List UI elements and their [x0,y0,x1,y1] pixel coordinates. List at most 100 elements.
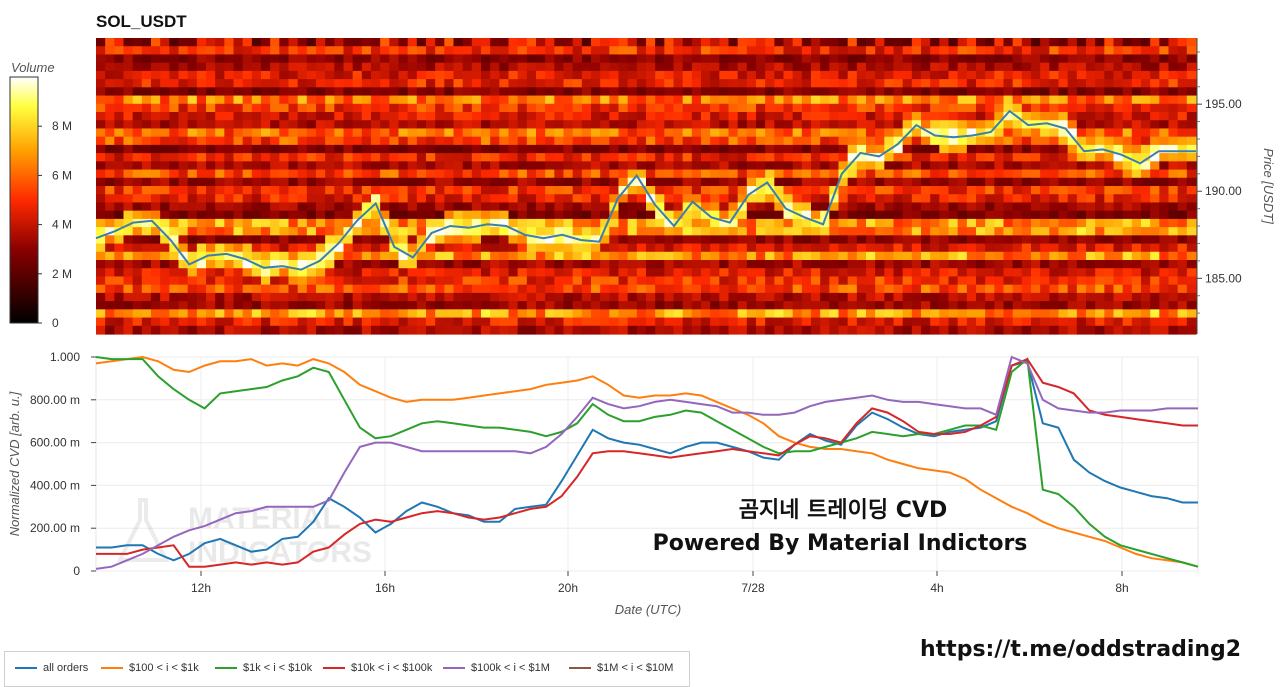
heatmap-cell [893,38,904,47]
heatmap-cell [1141,161,1151,171]
heatmap-cell [160,38,170,47]
heatmap-cell [471,309,482,319]
heatmap-cell [297,54,308,64]
heatmap-cell [545,79,555,88]
heatmap-cell [884,169,895,179]
heatmap-cell [1058,235,1069,245]
heatmap-cell [114,210,125,220]
heatmap-cell [251,325,262,335]
heatmap-cell [105,186,115,195]
heatmap-cell [746,276,757,286]
heatmap-cell [132,218,143,228]
heatmap-cell [123,276,134,286]
heatmap-cell [609,87,620,97]
heatmap-cell [499,202,510,212]
heatmap-cell [636,70,647,80]
legend-item[interactable]: $1k < i < $10k [215,662,312,674]
heatmap-cell [1150,243,1160,253]
heatmap-cell [939,251,950,261]
heatmap-cell [893,235,904,245]
heatmap-cell [490,292,500,302]
heatmap-cell [270,276,280,286]
heatmap-cell [866,177,876,187]
legend-item[interactable]: $100 < i < $1k [101,662,199,674]
heatmap-cell [911,161,922,171]
heatmap-cell [132,112,143,121]
heatmap-cell [838,38,849,47]
heatmap-cell [196,292,207,302]
heatmap-cell [499,120,510,130]
heatmap-cell [105,317,115,327]
heatmap-cell [343,325,354,335]
heatmap-cell [921,169,931,179]
price-tick-label: 195.00 [1205,97,1242,111]
heatmap-cell [444,38,455,47]
heatmap-cell [765,227,775,236]
heatmap-cell [499,251,510,261]
legend-item[interactable]: $100k < i < $1M [443,662,550,674]
heatmap-cell [105,210,115,220]
heatmap-cell [820,276,830,286]
heatmap-cell [902,54,913,64]
heatmap-cell [151,169,161,179]
heatmap-cell [966,79,977,88]
heatmap-cell [572,194,583,204]
heatmap-cell [572,136,583,146]
heatmap-cell [526,70,537,80]
heatmap-cell [756,301,766,310]
heatmap-cell [288,202,299,212]
legend-item[interactable]: all orders [15,662,88,674]
heatmap-cell [701,194,711,204]
heatmap-cell [691,227,702,236]
legend-label: $1k < i < $10k [243,662,313,674]
heatmap-cell [453,194,464,204]
heatmap-cell [884,177,895,187]
heatmap-cell [866,260,876,269]
heatmap-cell [123,268,134,278]
heatmap-cell [462,87,473,97]
heatmap-cell [1067,268,1078,278]
heatmap-cell [105,161,115,171]
heatmap-cell [471,235,482,245]
heatmap-cell [1031,103,1041,113]
heatmap-cell [994,268,1005,278]
heatmap-cell [435,153,445,162]
legend-item[interactable]: $10k < i < $100k [323,662,432,674]
heatmap-cell [371,153,381,162]
heatmap-cell [389,194,400,204]
heatmap-cell [1086,268,1096,278]
heatmap-cell [123,251,134,261]
heatmap-cell [765,202,775,212]
heatmap-cell [206,243,216,253]
heatmap-cell [1012,243,1023,253]
heatmap-cell [1122,202,1133,212]
heatmap-cell [96,112,106,121]
heatmap-cell [572,62,583,72]
heatmap-cell [105,169,115,179]
heatmap-cell [160,309,170,319]
heatmap-cell [1159,317,1170,327]
heatmap-cell [178,301,189,310]
heatmap-cell [536,70,546,80]
heatmap-cell [499,325,510,335]
heatmap-cell [233,87,244,97]
heatmap-cell [1104,202,1115,212]
telegram-link[interactable]: https://t.me/oddstrading2 [920,637,1242,662]
heatmap-cell [371,62,381,72]
heatmap-cell [270,260,280,269]
heatmap-cell [609,309,620,319]
heatmap-cell [792,202,803,212]
heatmap-cell [1186,317,1197,327]
legend-item[interactable]: $1M < i < $10M [569,662,673,674]
heatmap-cell [609,169,620,179]
heatmap-cell [1040,235,1050,245]
heatmap-cell [746,153,757,162]
heatmap-cell [352,112,363,121]
heatmap-cell [407,325,418,335]
heatmap-cell [829,79,840,88]
heatmap-cell [481,38,491,47]
heatmap-cell [627,177,638,187]
heatmap-cell [646,62,656,72]
heatmap-cell [591,128,601,138]
heatmap-cell [719,112,730,121]
